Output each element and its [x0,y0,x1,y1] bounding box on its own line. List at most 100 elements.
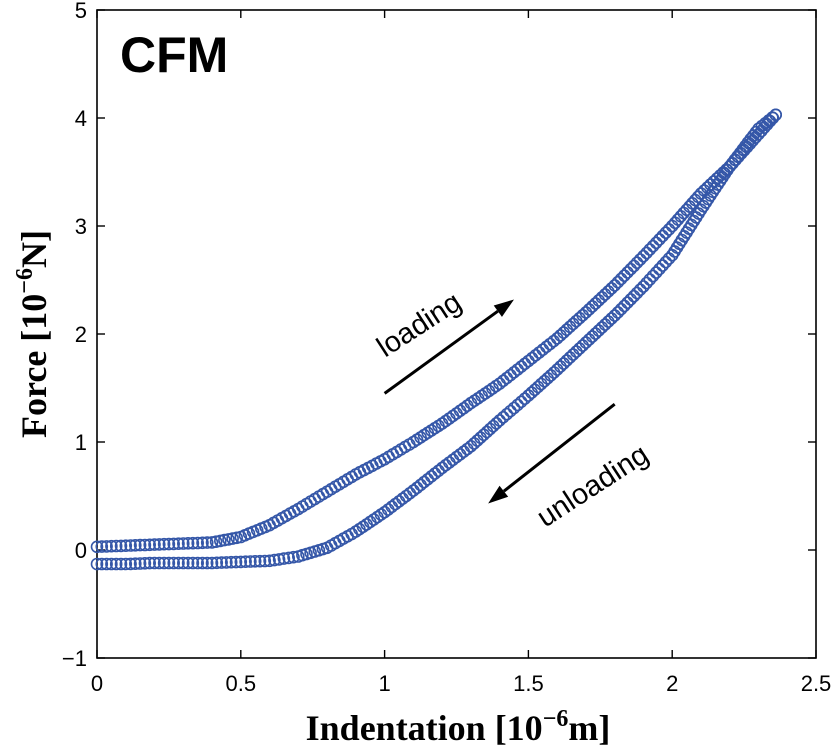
plot-area [96,9,817,659]
y-tick-label: 3 [75,214,87,239]
loading-marker [105,539,118,553]
unloading-marker [507,401,521,415]
unloading-marker [191,556,204,570]
x-tick-label: 2.5 [801,671,832,696]
loading-marker [95,540,109,553]
data-markers [90,108,783,571]
unloading-marker [277,552,291,565]
loading-marker [649,236,663,250]
loading-arrow-shaft [383,309,499,395]
unloading-marker [617,299,631,313]
x-tick-label: 1.5 [513,671,544,696]
unloading-marker [105,557,118,571]
unloading-marker [109,557,123,571]
unloading-marker [253,554,267,568]
unloading-marker [656,259,669,272]
loading-marker [209,535,223,549]
unloading-marker [205,556,219,570]
unloading-marker [282,551,296,565]
unloading-marker [172,556,185,570]
loading-marker [627,259,641,273]
unloading-marker [177,556,190,570]
loading-marker [611,275,625,289]
unloading-marker [229,555,243,569]
unloading-marker [181,556,195,570]
unloading-marker [646,269,660,283]
loading-marker [617,269,631,283]
y-axis-title-exp: −6 [12,268,38,294]
unloading-marker [157,556,171,570]
unloading-marker [287,550,300,564]
unloading-arrow-shaft [502,403,616,493]
unloading-marker [119,557,133,571]
unloading-marker [162,556,176,570]
loading-marker [614,272,628,286]
loading-marker [637,249,650,263]
unloading-marker [649,266,663,279]
unloading-marker [224,555,238,569]
y-axis-title-unit: N] [14,230,54,268]
unloading-marker [511,398,524,412]
y-axis-title: Force [10−6N] [12,230,54,438]
unloading-marker [148,556,161,570]
x-tick-label: 2 [666,671,678,696]
unloading-marker [100,557,113,571]
loading-marker [143,538,156,552]
loading-marker [167,537,180,551]
unloading-marker [637,280,650,293]
unloading-marker [514,395,528,409]
loading-marker [640,246,653,260]
loading-marker [624,262,638,276]
unloading-marker [153,556,166,570]
unloading-marker [210,556,224,570]
unloading-marker [263,554,276,568]
loading-marker [608,279,622,292]
unloading-marker [248,554,262,568]
unloading-marker [662,252,676,265]
loading-marker [100,540,113,553]
unloading-marker [258,554,272,568]
loading-marker [177,537,190,550]
unloading-marker [220,556,233,569]
unloading-marker [167,556,180,570]
loading-marker [646,239,660,253]
y-tick-label: 0 [75,538,87,563]
unloading-marker [124,557,137,571]
loading-marker [172,537,185,551]
unloading-marker [95,557,109,571]
x-axis-title-exp: −6 [543,706,569,732]
loading-arrow-head [493,299,515,317]
y-tick-label: 4 [75,106,87,131]
y-axis-title-main: Force [10 [14,294,54,438]
unloading-marker [143,556,156,570]
unloading-marker [633,283,647,297]
x-axis-title-unit: m] [568,708,610,748]
unloading-marker [522,389,535,402]
loading-marker [633,253,647,266]
x-axis-title: Indentation [10−6m] [306,706,611,748]
loading-marker [148,538,161,551]
loading-marker [162,537,176,551]
loading-marker [90,540,104,554]
y-tick-label: 1 [75,430,87,455]
y-tick-label: −1 [62,646,87,671]
unloading-marker [653,262,666,276]
loading-marker [186,536,200,550]
unloading-marker [665,248,679,262]
unloading-marker [621,296,634,310]
annotation-arrows [383,299,616,504]
unloading-marker [186,556,200,570]
unloading-marker [627,289,641,303]
y-tick-label: 5 [75,0,87,23]
unloading-marker [133,557,147,570]
x-axis-title-main: Indentation [10 [306,708,543,748]
unloading-marker [504,404,517,418]
unloading-marker [500,407,514,421]
loading-marker [124,539,137,552]
loading-marker [643,243,657,256]
loading-marker [109,539,123,553]
loading-marker [656,229,669,243]
loading-marker [181,536,195,550]
